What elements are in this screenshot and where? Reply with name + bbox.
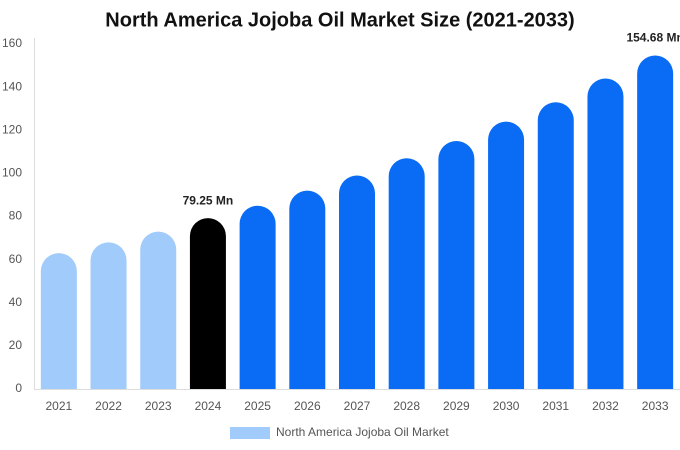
x-tick-label: 2026 [294, 399, 321, 413]
y-tick-label: 0 [15, 381, 22, 395]
y-tick-label: 160 [2, 36, 22, 50]
x-tick-label: 2029 [443, 399, 470, 413]
bar [388, 158, 425, 389]
bar [438, 141, 475, 389]
x-tick-label: 2030 [493, 399, 520, 413]
x-tick-label: 2024 [195, 399, 222, 413]
y-tick-label: 100 [2, 166, 22, 180]
bar [488, 121, 525, 390]
y-tick-label: 20 [9, 338, 23, 352]
data-label: 79.25 Mn [183, 193, 234, 207]
y-tick-label: 80 [9, 209, 23, 223]
bar [339, 175, 375, 389]
bar [40, 253, 77, 389]
data-label: 154.68 Mn [626, 31, 680, 45]
bar [239, 205, 276, 389]
bar [637, 55, 674, 389]
x-tick-label: 2022 [95, 399, 122, 413]
bar [587, 78, 624, 389]
y-tick-label: 140 [2, 79, 22, 93]
x-tick-label: 2028 [393, 399, 420, 413]
x-tick-label: 2021 [45, 399, 72, 413]
legend-label: North America Jojoba Oil Market [276, 425, 449, 439]
x-tick-label: 2027 [344, 399, 371, 413]
x-tick-label: 2023 [145, 399, 172, 413]
bar [90, 242, 127, 389]
y-tick-label: 120 [2, 122, 22, 136]
bar [189, 218, 226, 389]
y-tick-label: 60 [9, 252, 23, 266]
bar [289, 190, 326, 389]
chart-title: North America Jojoba Oil Market Size (20… [105, 9, 574, 31]
x-tick-label: 2033 [642, 399, 669, 413]
y-tick-label: 40 [9, 295, 23, 309]
x-tick-label: 2025 [244, 399, 271, 413]
x-tick-label: 2032 [592, 399, 619, 413]
bar [537, 102, 574, 389]
legend-swatch [230, 427, 270, 439]
x-tick-label: 2031 [542, 399, 569, 413]
bar [140, 231, 177, 389]
